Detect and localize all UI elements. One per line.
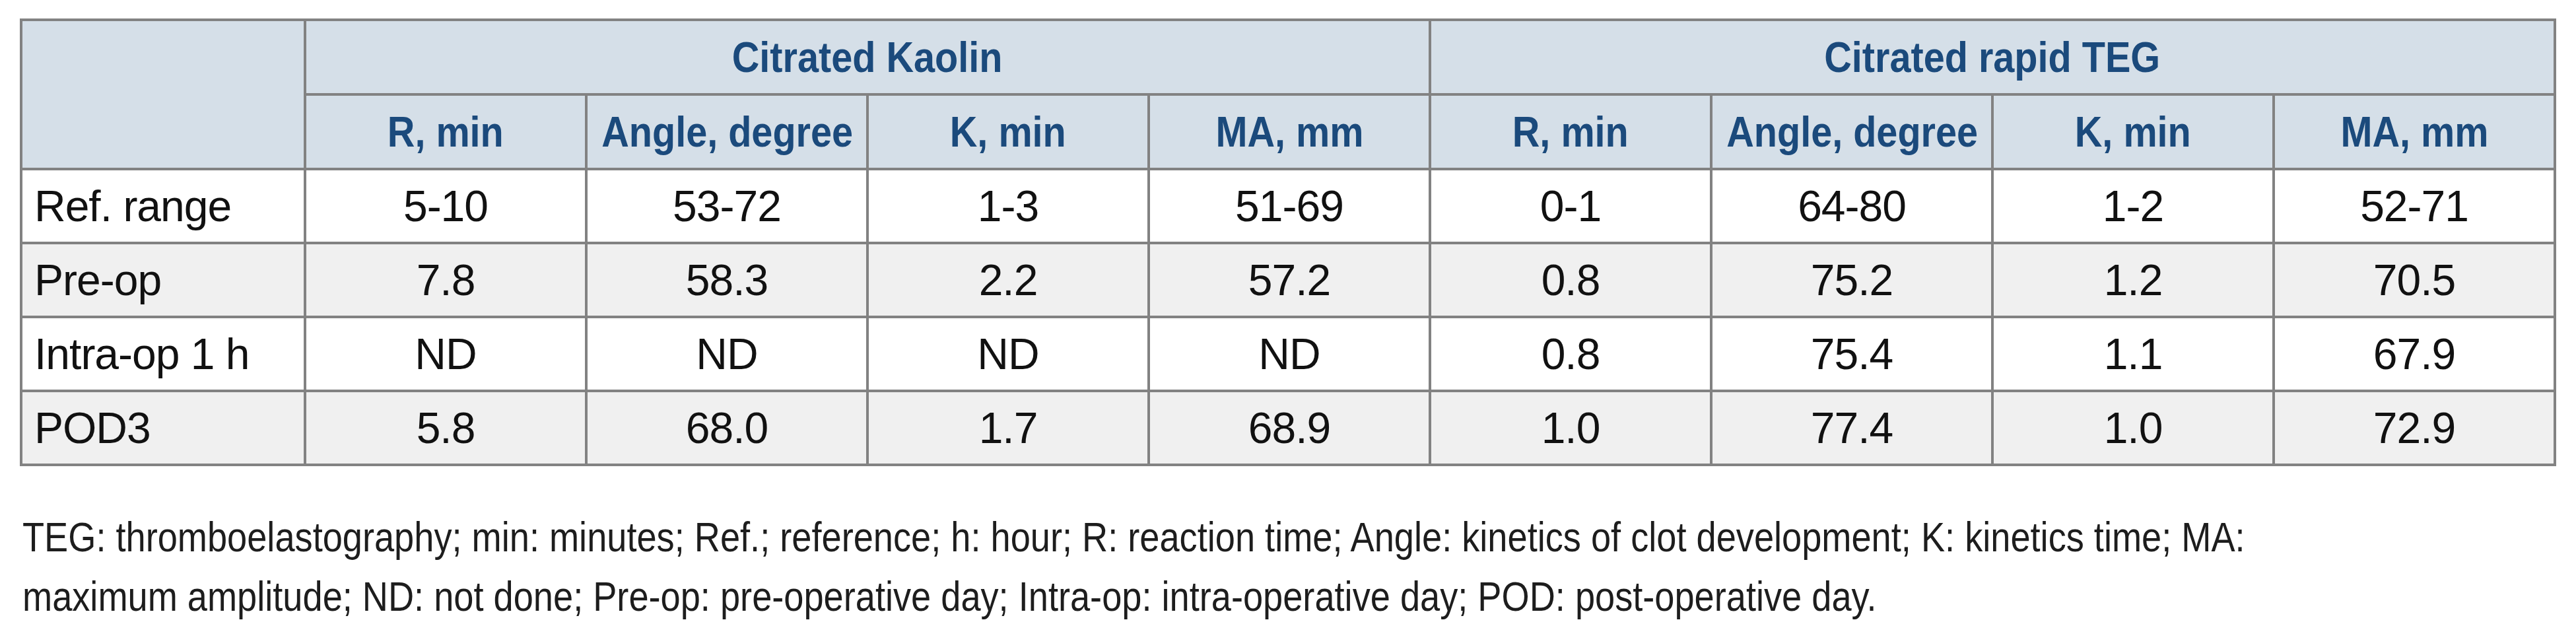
cell-value: 70.5	[2274, 243, 2555, 317]
cell-value: 58.3	[586, 243, 867, 317]
table-row-intra-op-1h: Intra-op 1 h ND ND ND ND 0.8 75.4 1.1 67…	[21, 317, 2555, 391]
column-header-label: K, min	[2075, 108, 2191, 156]
cell-value: 0.8	[1430, 317, 1711, 391]
column-header-label: Angle, degree	[601, 108, 853, 156]
cell-value: 67.9	[2274, 317, 2555, 391]
row-label: Intra-op 1 h	[21, 317, 305, 391]
footnote-line: maximum amplitude; ND: not done; Pre-op:…	[22, 567, 2245, 622]
column-header-rapid-r: R, min	[1430, 94, 1711, 169]
row-label: Pre-op	[21, 243, 305, 317]
cell-value: 57.2	[1149, 243, 1430, 317]
footnote-line: TEG: thromboelastography; min: minutes; …	[22, 507, 2245, 567]
cell-value: 53-72	[586, 169, 867, 243]
cell-value: 52-71	[2274, 169, 2555, 243]
table-row-ref-range: Ref. range 5-10 53-72 1-3 51-69 0-1 64-8…	[21, 169, 2555, 243]
table-row-pod3: POD3 5.8 68.0 1.7 68.9 1.0 77.4 1.0 72.9	[21, 391, 2555, 465]
column-header-rapid-k: K, min	[1992, 94, 2274, 169]
column-header-kaolin-ma: MA, mm	[1149, 94, 1430, 169]
column-header-label: K, min	[950, 108, 1066, 156]
cell-value: 0.8	[1430, 243, 1711, 317]
column-header-label: MA, mm	[2340, 108, 2488, 156]
cell-value: 77.4	[1711, 391, 1992, 465]
group-header-citrated-rapid-teg: Citrated rapid TEG	[1430, 20, 2555, 94]
cell-value: 1.7	[867, 391, 1149, 465]
cell-value: 51-69	[1149, 169, 1430, 243]
teg-results-table: Citrated Kaolin Citrated rapid TEG R, mi…	[20, 18, 2556, 466]
column-header-kaolin-angle: Angle, degree	[586, 94, 867, 169]
cell-value: 1-3	[867, 169, 1149, 243]
corner-cell	[21, 20, 305, 169]
column-header-row: R, min Angle, degree K, min MA, mm R, mi…	[21, 94, 2555, 169]
cell-value: 75.2	[1711, 243, 1992, 317]
cell-value: 1.0	[1430, 391, 1711, 465]
cell-value: 2.2	[867, 243, 1149, 317]
column-header-label: R, min	[1512, 108, 1629, 156]
cell-value: 68.9	[1149, 391, 1430, 465]
cell-value: 7.8	[305, 243, 586, 317]
table-row-pre-op: Pre-op 7.8 58.3 2.2 57.2 0.8 75.2 1.2 70…	[21, 243, 2555, 317]
cell-value: 72.9	[2274, 391, 2555, 465]
cell-value: 64-80	[1711, 169, 1992, 243]
cell-value: 0-1	[1430, 169, 1711, 243]
column-header-label: Angle, degree	[1726, 108, 1978, 156]
column-header-rapid-angle: Angle, degree	[1711, 94, 1992, 169]
group-header-label: Citrated Kaolin	[732, 33, 1003, 82]
row-label: POD3	[21, 391, 305, 465]
cell-value: ND	[586, 317, 867, 391]
cell-value: 5-10	[305, 169, 586, 243]
column-header-label: R, min	[388, 108, 504, 156]
cell-value: ND	[1149, 317, 1430, 391]
column-header-label: MA, mm	[1215, 108, 1363, 156]
group-header-row: Citrated Kaolin Citrated rapid TEG	[21, 20, 2555, 94]
cell-value: ND	[867, 317, 1149, 391]
cell-value: 1.0	[1992, 391, 2274, 465]
column-header-rapid-ma: MA, mm	[2274, 94, 2555, 169]
cell-value: 5.8	[305, 391, 586, 465]
column-header-kaolin-r: R, min	[305, 94, 586, 169]
group-header-label: Citrated rapid TEG	[1825, 33, 2161, 82]
cell-value: 1.1	[1992, 317, 2274, 391]
cell-value: 68.0	[586, 391, 867, 465]
cell-value: 1.2	[1992, 243, 2274, 317]
column-header-kaolin-k: K, min	[867, 94, 1149, 169]
cell-value: ND	[305, 317, 586, 391]
group-header-citrated-kaolin: Citrated Kaolin	[305, 20, 1430, 94]
footnote: TEG: thromboelastography; min: minutes; …	[22, 507, 2245, 622]
cell-value: 75.4	[1711, 317, 1992, 391]
page: Citrated Kaolin Citrated rapid TEG R, mi…	[0, 0, 2576, 622]
row-label: Ref. range	[21, 169, 305, 243]
cell-value: 1-2	[1992, 169, 2274, 243]
